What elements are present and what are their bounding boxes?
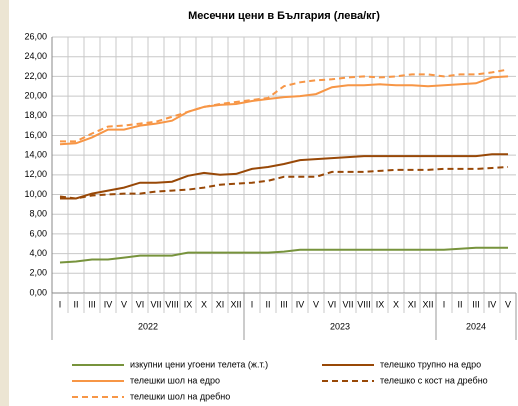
x-tick-label: XII bbox=[422, 299, 433, 309]
x-tick-label: VIII bbox=[165, 299, 179, 309]
x-tick-label: XI bbox=[408, 299, 417, 309]
y-tick-label: 6,00 bbox=[29, 228, 47, 238]
group-label: 2022 bbox=[138, 321, 158, 331]
y-tick-label: 16,00 bbox=[24, 130, 47, 140]
x-tick-label: I bbox=[251, 299, 254, 309]
legend-label: телешко трупно на едро bbox=[380, 359, 481, 369]
series-line bbox=[59, 166, 509, 200]
series-line bbox=[59, 246, 508, 264]
legend-label: изкупни цени угоени телета (ж.т.) bbox=[130, 359, 268, 369]
x-tick-label: XI bbox=[216, 299, 225, 309]
legend-label: телешко с кост на дребно bbox=[380, 375, 488, 385]
x-tick-label: III bbox=[88, 299, 96, 309]
x-tick-label: X bbox=[393, 299, 399, 309]
y-tick-label: 20,00 bbox=[24, 90, 47, 100]
chart-title: Месечни цени в България (лева/кг) bbox=[188, 10, 380, 22]
x-tick-label: V bbox=[313, 299, 319, 309]
series-line bbox=[60, 153, 508, 200]
x-tick-label: V bbox=[505, 299, 511, 309]
x-tick-label: IV bbox=[104, 299, 113, 309]
y-tick-label: 0,00 bbox=[29, 287, 47, 297]
y-tick-label: 12,00 bbox=[24, 169, 47, 179]
x-tick-label: VI bbox=[136, 299, 145, 309]
y-tick-label: 8,00 bbox=[29, 209, 47, 219]
y-tick-label: 24,00 bbox=[24, 51, 47, 61]
x-tick-label: II bbox=[73, 299, 78, 309]
x-tick-label: III bbox=[280, 299, 288, 309]
x-tick-label: VII bbox=[150, 299, 161, 309]
group-label: 2024 bbox=[466, 321, 486, 331]
x-tick-label: III bbox=[472, 299, 480, 309]
side-strip bbox=[0, 0, 9, 406]
x-tick-label: IX bbox=[376, 299, 385, 309]
y-tick-label: 18,00 bbox=[24, 110, 47, 120]
x-tick-label: VIII bbox=[357, 299, 371, 309]
x-tick-label: II bbox=[265, 299, 270, 309]
x-tick-label: VI bbox=[328, 299, 337, 309]
y-tick-label: 22,00 bbox=[24, 71, 47, 81]
x-tick-label: IX bbox=[184, 299, 193, 309]
y-tick-label: 2,00 bbox=[29, 268, 47, 278]
legend-label: телешки шол на дребно bbox=[130, 391, 230, 401]
x-tick-label: IV bbox=[296, 299, 305, 309]
y-tick-label: 10,00 bbox=[24, 189, 47, 199]
legend-label: телешки шол на едро bbox=[130, 375, 220, 385]
x-tick-label: V bbox=[121, 299, 127, 309]
x-tick-label: I bbox=[59, 299, 62, 309]
x-tick-label: X bbox=[201, 299, 207, 309]
x-tick-label: XII bbox=[230, 299, 241, 309]
x-tick-label: IV bbox=[488, 299, 497, 309]
series-line bbox=[59, 75, 509, 146]
y-tick-label: 4,00 bbox=[29, 248, 47, 258]
y-tick-label: 14,00 bbox=[24, 150, 47, 160]
y-tick-label: 26,00 bbox=[24, 31, 47, 41]
x-tick-label: I bbox=[443, 299, 446, 309]
x-tick-label: VII bbox=[342, 299, 353, 309]
x-tick-label: II bbox=[457, 299, 462, 309]
group-label: 2023 bbox=[330, 321, 350, 331]
series-line bbox=[60, 68, 509, 143]
